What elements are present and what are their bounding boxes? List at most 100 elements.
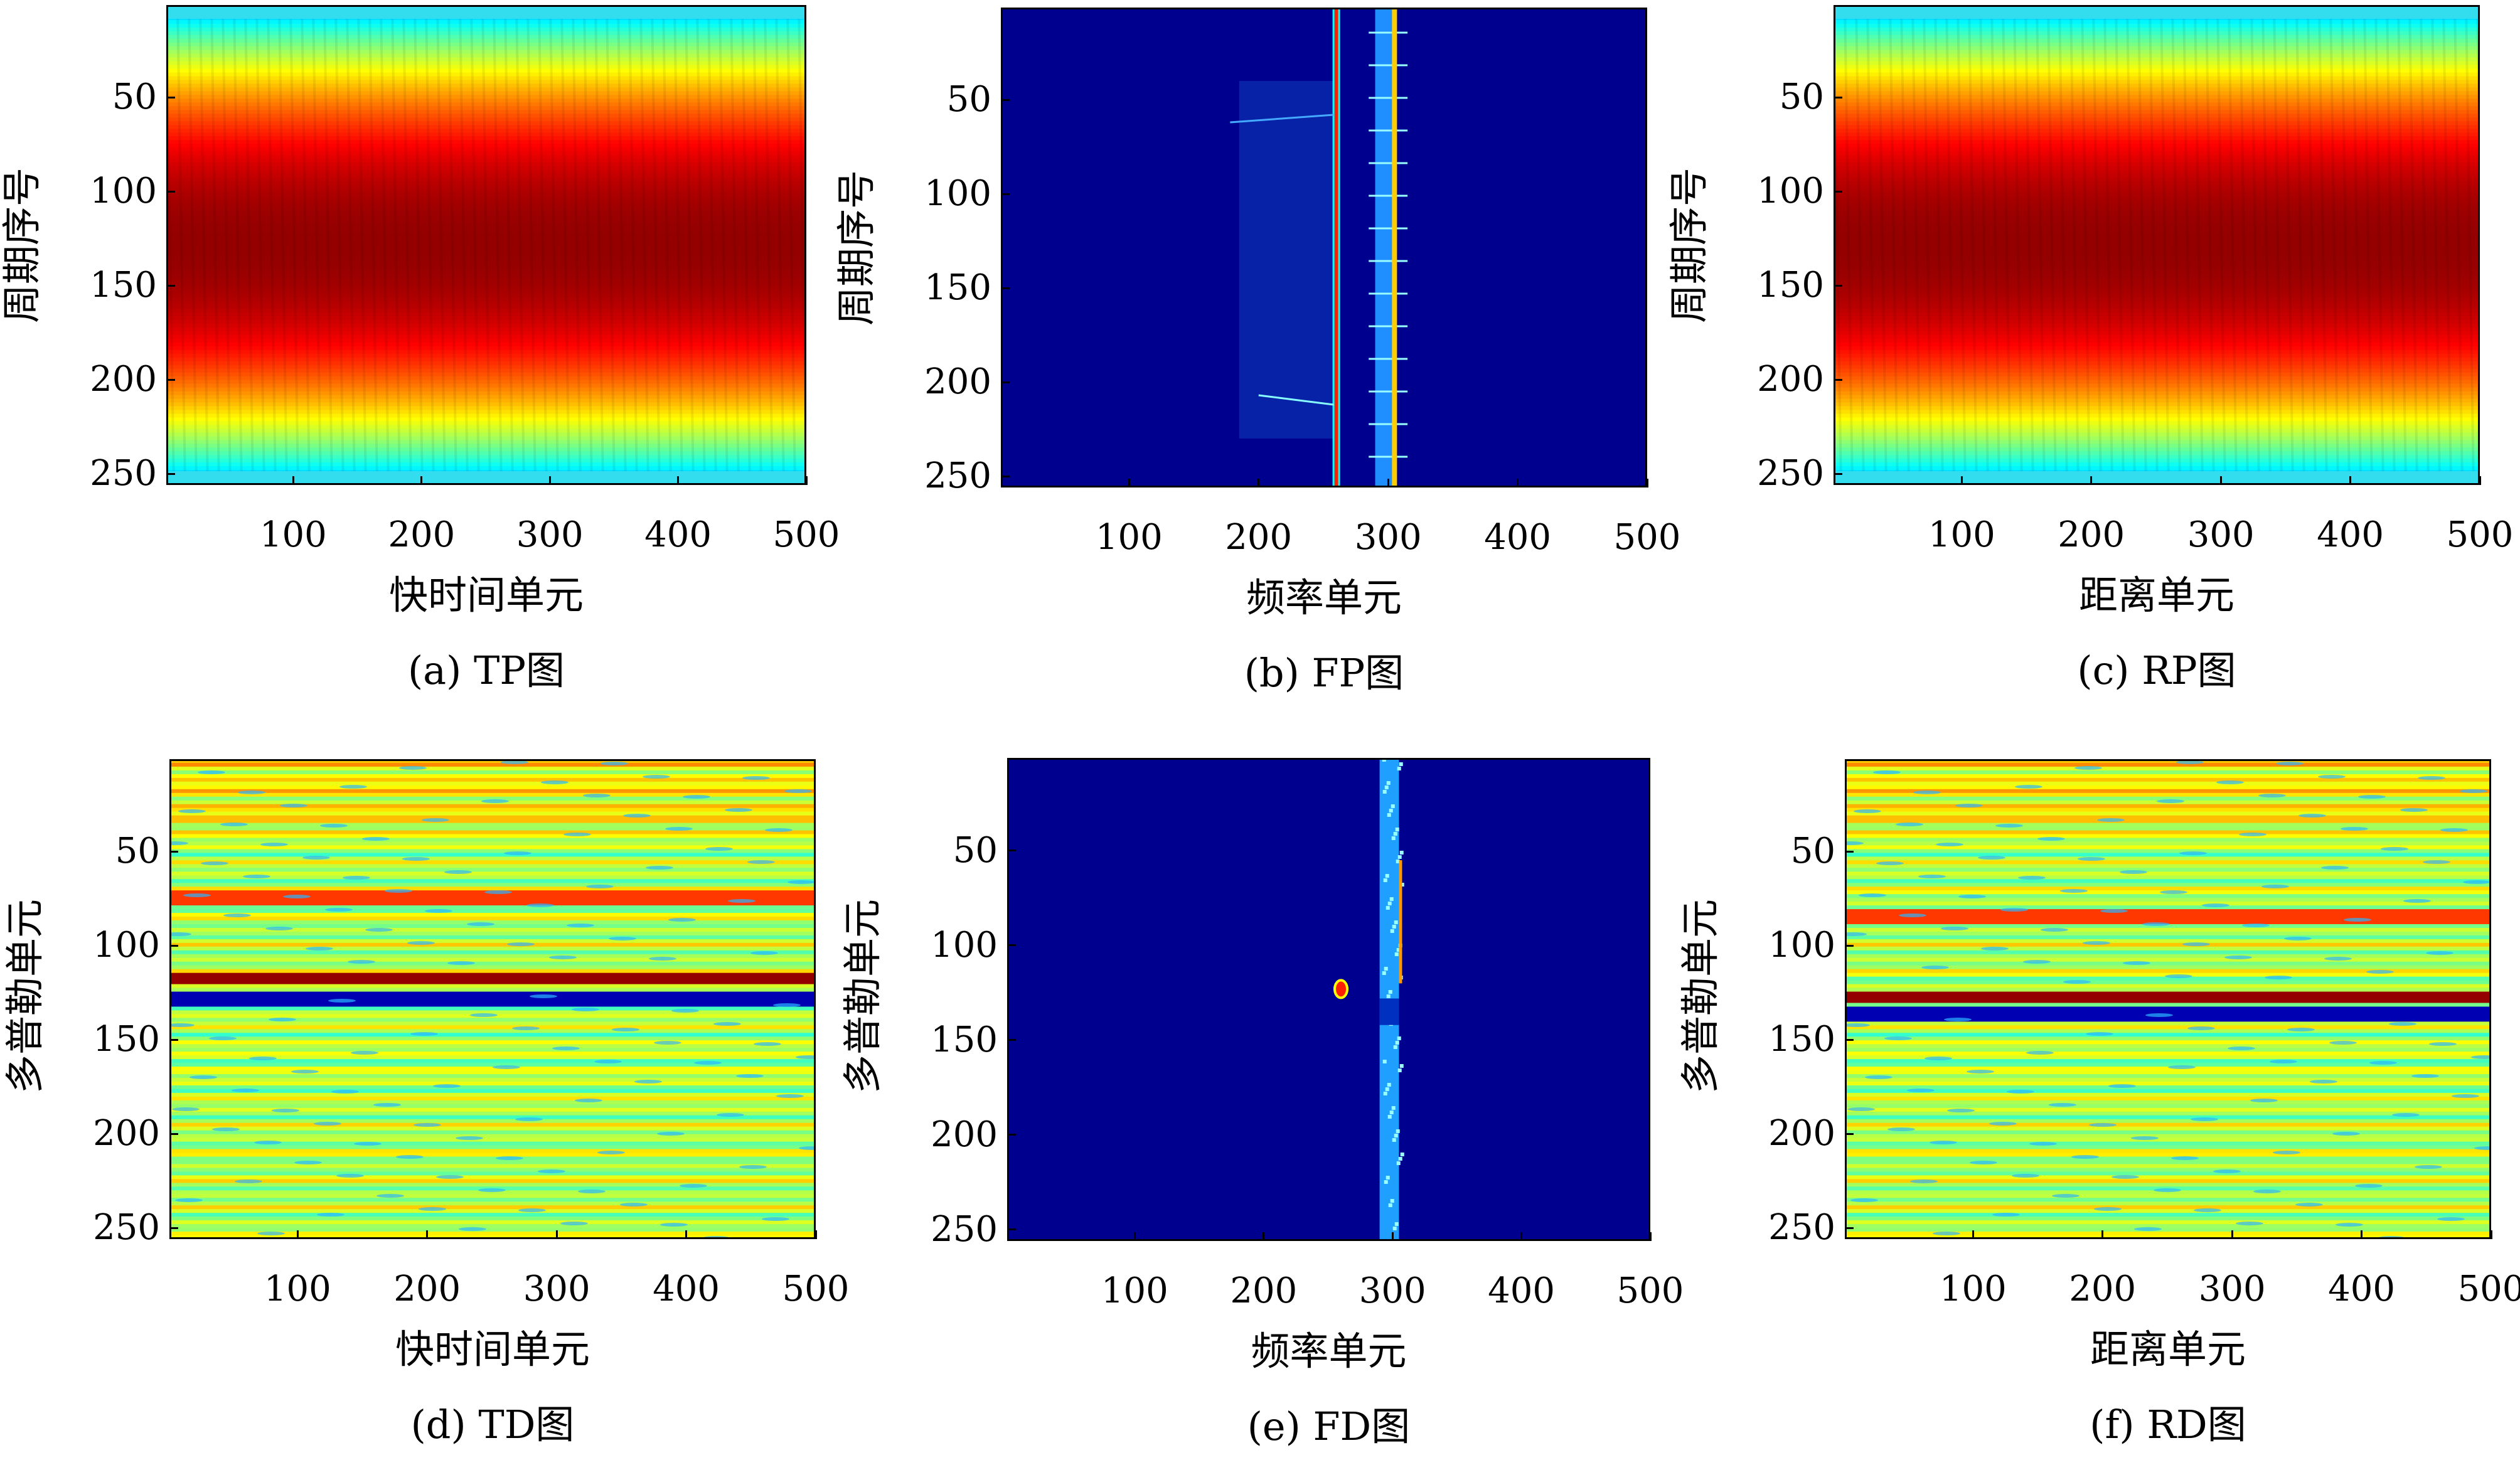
x-tick-label: 200 (388, 514, 456, 555)
texture-line (368, 5, 378, 485)
texture-line (2228, 5, 2238, 485)
band-speckle (1387, 1083, 1391, 1087)
heatmap-row (1845, 879, 2491, 884)
heatmap-row (166, 196, 806, 201)
texture-mark (2336, 1223, 2363, 1227)
heatmap-row (1845, 1130, 2491, 1135)
x-tick (685, 1230, 688, 1239)
heatmap-row (166, 320, 806, 324)
texture-mark (2179, 851, 2207, 855)
band-speckle (1386, 994, 1391, 998)
texture-mark (178, 809, 206, 813)
heatmap-row (1845, 972, 2491, 977)
heatmap-row (1845, 1205, 2491, 1210)
heatmap-row (166, 376, 806, 381)
heatmap-row (166, 383, 806, 388)
heatmap-row (166, 297, 806, 302)
heatmap-row (1845, 1194, 2491, 1199)
heatmap-row (1845, 950, 2491, 955)
heatmap-row (166, 334, 806, 339)
heatmap-row (1845, 1048, 2491, 1052)
heatmap-row (166, 76, 806, 81)
band-speckle (1382, 790, 1387, 794)
texture-mark (2369, 1061, 2397, 1065)
band-speckle (1390, 1199, 1394, 1203)
x-tick-label: 100 (259, 514, 327, 555)
y-tick-label: 200 (93, 1113, 160, 1154)
band-speckle (1387, 1115, 1392, 1119)
x-tick (805, 476, 808, 485)
band-speckle (1391, 804, 1395, 808)
heatmap-row (1834, 106, 2480, 111)
heatmap-row (1845, 1010, 2491, 1015)
texture-line (2318, 5, 2328, 485)
heatmap-row (169, 1044, 816, 1048)
heatmap-row (1834, 357, 2480, 362)
heatmap-row (1845, 811, 2491, 816)
texture-line (2420, 5, 2430, 485)
heatmap-row (1845, 849, 2491, 854)
texture-mark (2270, 1060, 2297, 1063)
heatmap-row (169, 1018, 816, 1023)
heatmap-row (169, 1205, 816, 1210)
heatmap-row (1845, 1134, 2491, 1139)
heatmap-row (1845, 1067, 2491, 1071)
texture-line (2341, 5, 2351, 485)
texture-mark (2168, 1065, 2196, 1069)
y-tick (1001, 287, 1010, 289)
band-speckle (1385, 906, 1390, 910)
texture-mark (190, 1075, 217, 1079)
heatmap-row (1845, 1149, 2491, 1154)
texture-mark (302, 856, 330, 860)
heatmap-row (169, 976, 816, 981)
heatmap-row (1834, 129, 2480, 134)
y-tick (1007, 1039, 1016, 1041)
texture-mark (2329, 1041, 2357, 1045)
texture-mark (254, 1141, 282, 1144)
heatmap-row (166, 245, 806, 250)
texture-line (323, 5, 333, 485)
heatmap-row (166, 61, 806, 66)
texture-mark (2018, 876, 2046, 880)
y-tick-label: 150 (924, 267, 991, 308)
texture-mark (365, 928, 393, 932)
y-tick (1845, 1132, 1854, 1135)
heatmap-row (1834, 162, 2480, 167)
heatmap-row (1845, 1055, 2491, 1060)
texture-mark (220, 823, 248, 826)
heatmap-row (1845, 1198, 2491, 1203)
cluster-band (1375, 8, 1395, 487)
heatmap-row (169, 1048, 816, 1052)
y-axis-label: 周期序号 (833, 169, 879, 326)
y-tick (166, 190, 175, 193)
texture-mark (504, 851, 531, 855)
panel-caption: (a) TP图 (407, 647, 565, 693)
heatmap-row (1834, 76, 2480, 81)
heatmap-row (169, 792, 816, 797)
heatmap-row (1845, 1209, 2491, 1213)
heatmap-row (1834, 181, 2480, 186)
heatmap-row (169, 1081, 816, 1086)
heatmap-row (1834, 110, 2480, 115)
texture-line (2453, 5, 2464, 485)
heatmap-row (166, 151, 806, 156)
heatmap-row (1845, 988, 2491, 993)
texture-line (526, 5, 537, 485)
texture-mark (2049, 1103, 2076, 1107)
x-tick-label: 300 (2198, 1269, 2266, 1309)
heatmap-row (169, 1085, 816, 1090)
texture-mark (249, 1057, 277, 1060)
heatmap-row (166, 159, 806, 163)
texture-line (673, 5, 683, 485)
heatmap-row (169, 995, 816, 1000)
heatmap-row (1834, 334, 2480, 339)
heatmap-row (166, 91, 806, 96)
heatmap-row (1845, 984, 2491, 989)
heatmap-row (1834, 192, 2480, 197)
texture-mark (2007, 1090, 2034, 1094)
texture-line (1945, 5, 1955, 485)
texture-mark (1978, 856, 2005, 860)
band-speckle (1384, 1180, 1388, 1184)
heatmap-row (169, 796, 816, 801)
x-tick (1649, 1232, 1652, 1241)
